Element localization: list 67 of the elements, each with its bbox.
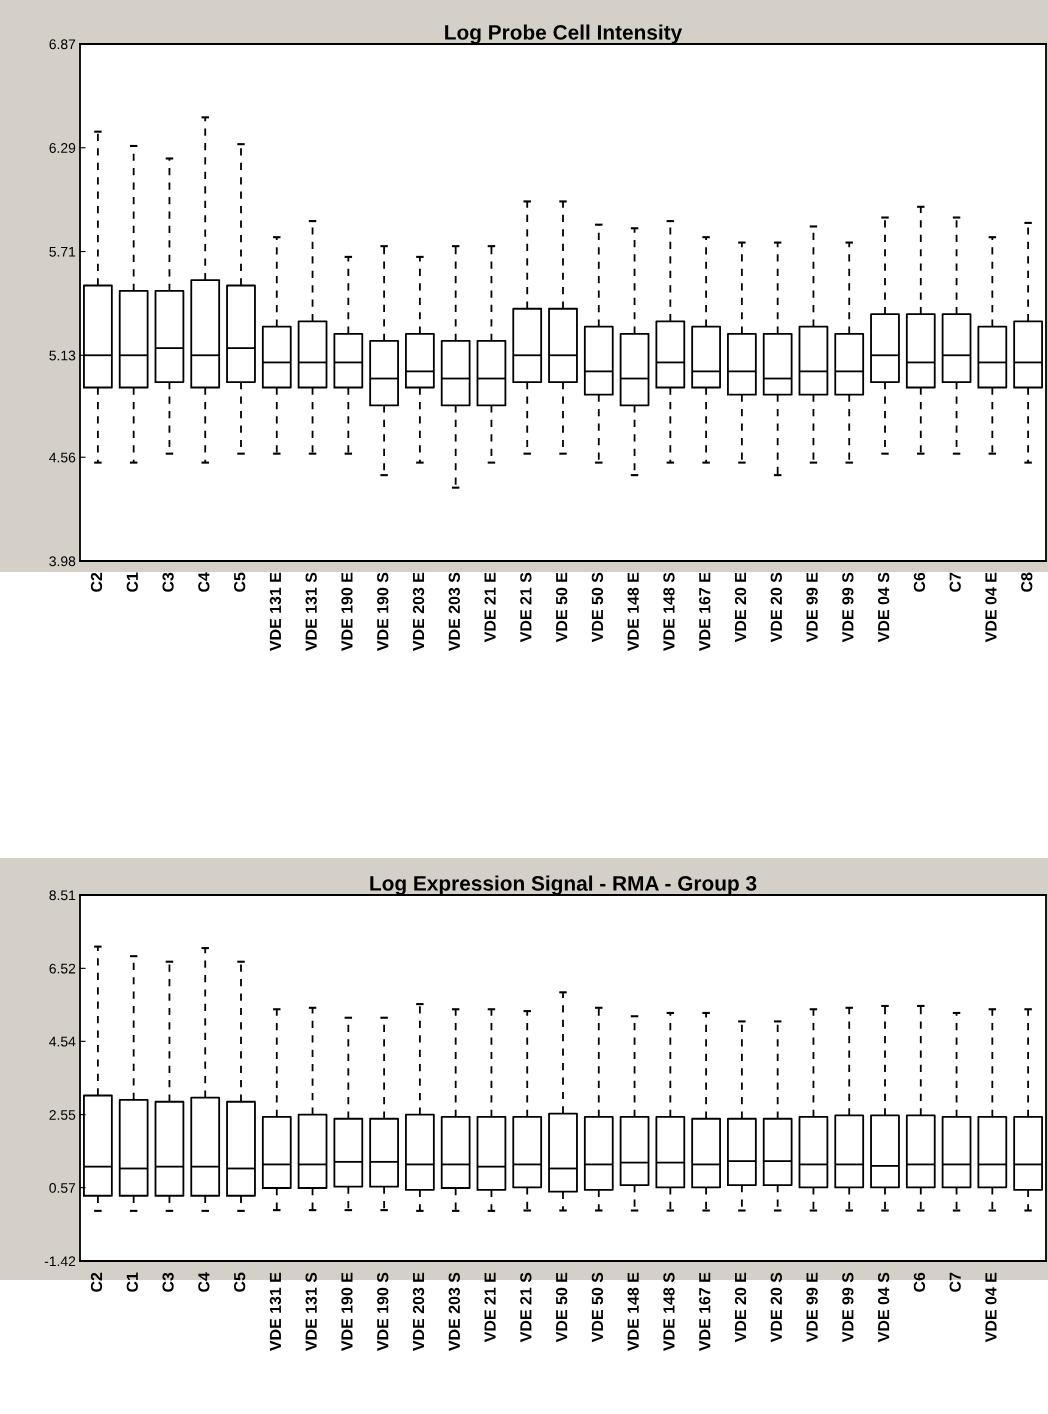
x-tick-label: C3	[162, 572, 174, 592]
x-tick-label: VDE 190 S	[377, 1272, 389, 1352]
x-tick-label: VDE 167 E	[699, 572, 711, 652]
x-tick-label: VDE 203 S	[448, 572, 460, 652]
x-tick-label: VDE 148 S	[663, 1272, 675, 1352]
x-tick-label: C4	[198, 1272, 210, 1292]
x-tick-label: VDE 04 E	[985, 1272, 997, 1343]
y-tick-label: 5.71	[49, 246, 76, 257]
x-tick-label: C5	[233, 572, 246, 592]
chart-title: Log Probe Cell Intensity	[445, 24, 683, 44]
x-tick-label: VDE 04 S	[877, 1272, 890, 1343]
x-tick-label: C1	[126, 572, 138, 592]
y-tick-label: 5.13	[49, 350, 76, 361]
y-tick-label: 4.56	[49, 452, 76, 463]
x-tick-label: VDE 50 S	[591, 572, 604, 643]
x-tick-label: C6	[913, 572, 926, 592]
x-tick-label: VDE 20 S	[770, 1272, 782, 1343]
x-tick-label: VDE 99 E	[806, 572, 818, 643]
x-tick-label: VDE 21 S	[520, 572, 532, 643]
chart-title: Log Expression Signal - RMA - Group 3	[370, 875, 757, 895]
x-tick-label: VDE 203 S	[448, 1272, 460, 1352]
y-tick-label: 3.98	[49, 556, 76, 567]
x-tick-label: VDE 04 S	[877, 572, 890, 643]
y-tick-label: 8.51	[49, 890, 76, 901]
x-tick-label: VDE 04 E	[985, 572, 997, 643]
x-tick-label: VDE 190 S	[377, 572, 389, 652]
y-tick-label: 0.57	[49, 1182, 76, 1193]
x-tick-label: VDE 20 E	[734, 1272, 747, 1343]
x-tick-label: VDE 99 S	[842, 1272, 854, 1343]
x-tick-label: VDE 131 E	[269, 572, 282, 652]
x-tick-label: VDE 190 E	[341, 572, 353, 652]
y-tick-label: -1.42	[44, 1256, 76, 1267]
x-tick-label: VDE 131 S	[305, 1272, 317, 1352]
x-tick-label: C7	[949, 572, 961, 592]
x-tick-label: C2	[90, 1272, 103, 1292]
x-tick-label: C4	[198, 572, 210, 592]
x-tick-label: VDE 20 E	[734, 572, 747, 643]
x-tick-label: C5	[233, 1272, 246, 1292]
x-tick-label: C1	[126, 1272, 138, 1292]
x-tick-label: VDE 21 E	[484, 572, 496, 643]
x-tick-label: C7	[949, 1272, 961, 1292]
x-tick-label: VDE 21 E	[484, 1272, 496, 1343]
x-tick-label: VDE 21 S	[520, 1272, 532, 1343]
x-tick-label: VDE 50 E	[555, 572, 568, 643]
x-tick-label: VDE 148 E	[627, 1272, 639, 1352]
x-tick-label: C8	[1021, 572, 1033, 592]
x-tick-label: VDE 99 E	[806, 1272, 818, 1343]
x-tick-label: VDE 148 E	[627, 572, 639, 652]
x-tick-label: VDE 203 E	[412, 1272, 425, 1352]
y-tick-label: 2.55	[49, 1110, 76, 1120]
x-tick-label: VDE 20 S	[770, 572, 782, 643]
x-tick-label: VDE 99 S	[842, 572, 854, 643]
x-tick-label: VDE 131 E	[269, 1272, 282, 1352]
y-tick-label: 4.54	[49, 1036, 76, 1047]
y-tick-label: 6.29	[49, 143, 76, 153]
x-tick-label: VDE 50 E	[555, 1272, 568, 1343]
x-tick-label: VDE 167 E	[699, 1272, 711, 1352]
x-tick-label: VDE 131 S	[305, 572, 317, 652]
x-tick-label: C6	[913, 1272, 926, 1292]
x-tick-label: VDE 190 E	[341, 1272, 353, 1352]
y-tick-label: 6.87	[49, 39, 76, 50]
x-tick-label: VDE 148 S	[663, 572, 675, 652]
x-tick-label: VDE 203 E	[412, 572, 425, 652]
x-tick-label: VDE 50 S	[591, 1272, 604, 1343]
y-tick-label: 6.52	[49, 963, 76, 974]
x-tick-label: C3	[162, 1272, 174, 1292]
x-tick-label: C2	[90, 572, 103, 592]
